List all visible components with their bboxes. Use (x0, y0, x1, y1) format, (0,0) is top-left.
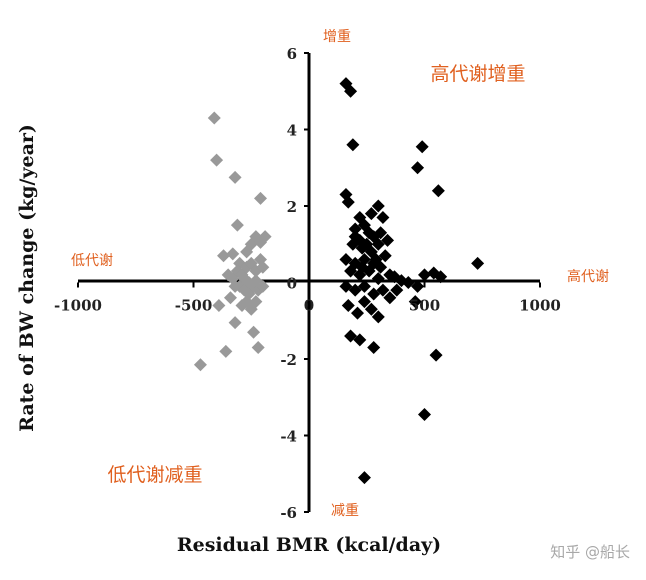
point-s1-58 (418, 407, 431, 421)
point-s0-6 (226, 247, 240, 261)
point-s0-0 (207, 111, 221, 125)
point-s1-5 (431, 184, 445, 198)
point-s1-64 (355, 260, 369, 274)
point-s1-62 (348, 230, 362, 244)
point-s1-36 (411, 279, 425, 293)
point-s1-61 (360, 237, 374, 251)
point-s1-57 (429, 348, 443, 362)
y-axis-title: Rate of BW change (kg/year) (16, 124, 38, 432)
data-points (193, 77, 485, 485)
x-tick-label: 1000 (519, 297, 561, 315)
point-s0-1 (210, 153, 224, 167)
y-tick-label: 6 (287, 45, 297, 63)
annotation-weight-loss: 减重 (331, 503, 359, 519)
annotation-low-metabolism-loss: 低代谢减重 (107, 464, 202, 486)
point-s1-23 (339, 253, 353, 267)
point-s1-4 (411, 161, 425, 175)
point-s1-49 (341, 298, 355, 312)
tick-labels: -1000 -500 0 500 1000 -6 -4 -2 0 2 4 6 (54, 45, 561, 522)
point-s1-45 (376, 283, 390, 297)
y-tick-label: 0 (287, 275, 297, 293)
point-s1-7 (341, 195, 355, 209)
point-s1-40 (471, 256, 485, 270)
point-s1-41 (339, 279, 353, 293)
point-s1-2 (346, 138, 360, 152)
point-s1-37 (418, 268, 431, 282)
point-s1-31 (371, 272, 385, 286)
point-s1-16 (374, 226, 388, 240)
point-s1-11 (376, 210, 390, 224)
point-s0-36 (247, 325, 261, 339)
point-s1-3 (415, 140, 429, 154)
point-s1-56 (367, 341, 381, 355)
annotation-high-metabolism-gain: 高代谢增重 (430, 63, 525, 85)
watermark: 知乎 @船长 (550, 543, 630, 561)
point-s0-21 (256, 260, 270, 274)
point-s0-37 (251, 341, 265, 355)
point-s0-3 (253, 191, 267, 205)
y-tick-label: -6 (280, 504, 297, 522)
point-s0-2 (228, 170, 242, 184)
x-tick-label: -1000 (54, 297, 102, 315)
point-s1-54 (344, 329, 358, 343)
point-s0-29 (223, 291, 237, 305)
point-s1-52 (364, 302, 378, 316)
point-s1-39 (434, 270, 448, 284)
point-s1-50 (351, 306, 365, 320)
point-s1-13 (348, 222, 362, 236)
point-s1-42 (348, 283, 362, 297)
x-tick-label: 0 (304, 297, 314, 315)
x-tick-label: 500 (409, 297, 440, 315)
point-s1-51 (357, 295, 371, 309)
point-s1-53 (371, 310, 385, 324)
point-s0-42 (237, 272, 251, 286)
point-s1-9 (364, 207, 378, 221)
point-s1-59 (357, 471, 371, 485)
annotation-weight-gain: 增重 (323, 29, 351, 45)
point-s0-41 (249, 274, 263, 288)
point-s1-44 (367, 287, 381, 301)
point-s1-46 (383, 291, 397, 305)
point-s1-63 (369, 253, 383, 267)
point-s1-48 (408, 295, 422, 309)
point-s0-38 (219, 344, 233, 358)
point-s1-8 (371, 199, 385, 213)
point-s0-4 (230, 218, 244, 232)
annotation-high-metabolism: 高代谢 (567, 268, 609, 285)
point-s1-35 (401, 276, 415, 289)
y-tick-label: -4 (280, 428, 297, 446)
y-tick-label: -2 (280, 351, 297, 369)
point-s1-21 (371, 237, 385, 251)
y-tick-label: 4 (287, 122, 297, 140)
point-s1-17 (381, 233, 395, 247)
point-s1-1 (344, 84, 358, 98)
point-s1-47 (390, 283, 404, 297)
point-s0-12 (258, 230, 272, 244)
x-tick-label: -500 (175, 297, 213, 315)
y-tick-label: 2 (287, 198, 297, 216)
point-s1-43 (357, 279, 371, 293)
point-s1-28 (344, 264, 358, 278)
point-s0-5 (217, 249, 231, 263)
point-s0-35 (228, 316, 242, 330)
point-s0-33 (249, 295, 263, 309)
point-s0-39 (193, 358, 207, 372)
point-s1-22 (378, 249, 392, 263)
x-axis-title: Residual BMR (kcal/day) (177, 534, 441, 556)
point-s0-30 (212, 298, 226, 312)
point-s1-55 (353, 333, 367, 347)
annotation-low-metabolism: 低代谢 (71, 253, 113, 269)
point-s0-34 (235, 298, 249, 312)
